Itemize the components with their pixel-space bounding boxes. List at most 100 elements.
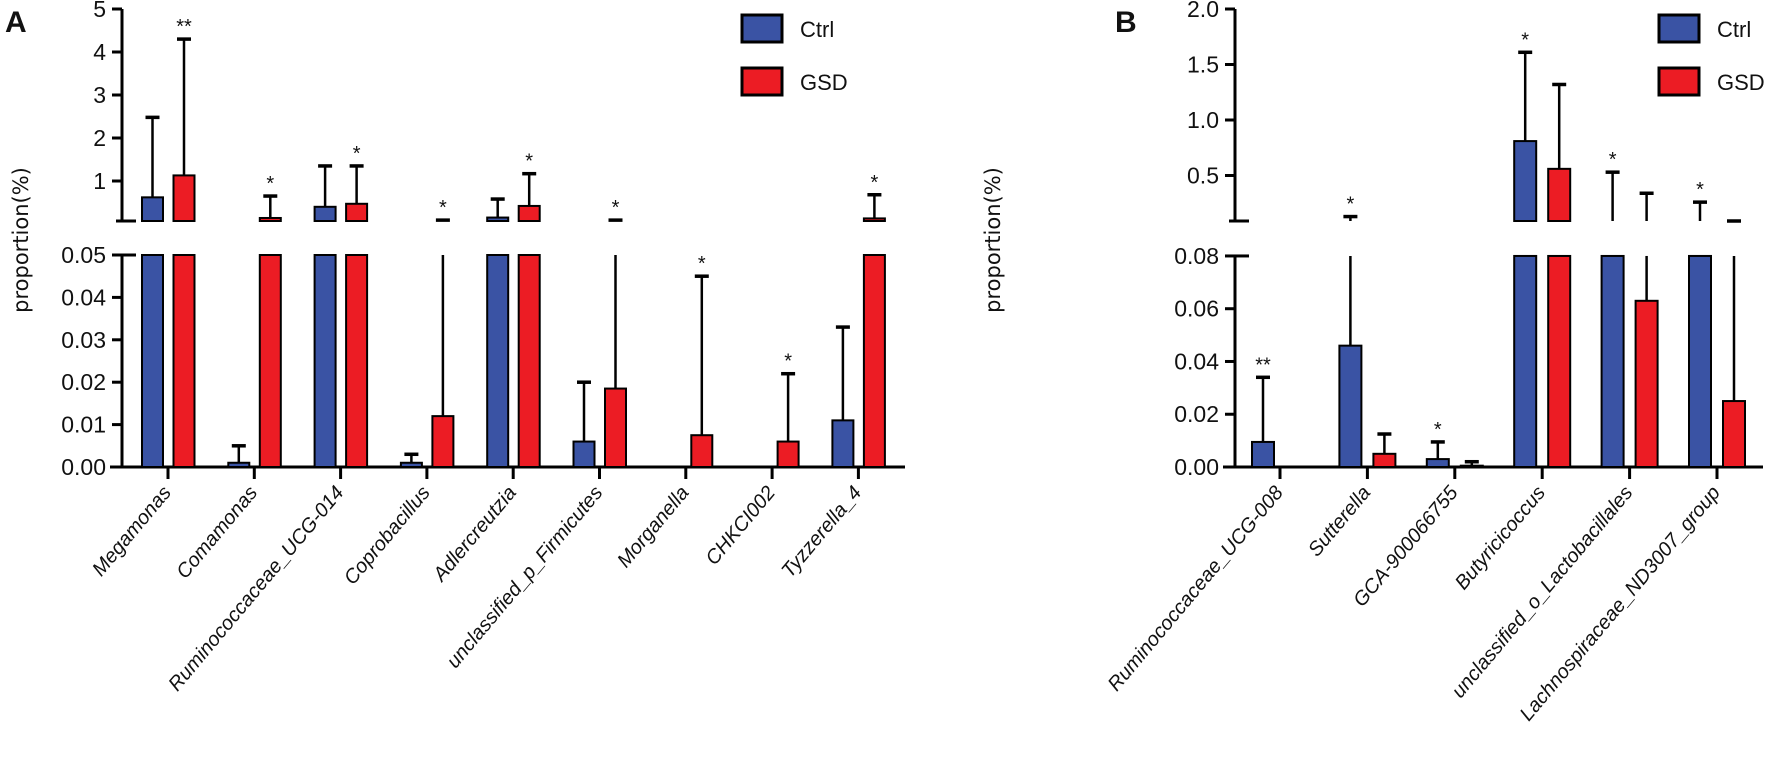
- legend-swatch-gsd: [1657, 66, 1701, 97]
- bar-ctrl-upper: [486, 216, 510, 223]
- bar-ctrl: [141, 254, 164, 468]
- y-tick-label: 0.00: [61, 454, 106, 480]
- significance-marker: *: [612, 197, 620, 219]
- legend-swatch-ctrl: [1657, 13, 1701, 44]
- y-tick-label: 0.01: [61, 412, 106, 438]
- y-tick-label: 1.0: [1187, 107, 1219, 133]
- bar-gsd: [345, 254, 369, 468]
- x-tick-label: Coprobacillus: [340, 482, 435, 589]
- x-tick-label: Ruminococcaceae_UCG-014: [164, 482, 348, 695]
- x-tick-label: Adlercreutzia: [429, 482, 522, 586]
- legend-swatch-ctrl: [740, 13, 784, 44]
- bar-gsd: [431, 415, 455, 468]
- y-tick-label: 2.0: [1187, 0, 1219, 22]
- x-tick-label: Ruminococcaceae_UCG-008: [1104, 482, 1288, 695]
- bar-ctrl: [313, 254, 337, 468]
- significance-marker: *: [871, 172, 879, 194]
- y-tick-label: 0.00: [1174, 454, 1219, 480]
- bar-ctrl: [1425, 458, 1450, 468]
- significance-marker: *: [1696, 179, 1704, 201]
- bar-ctrl: [1338, 344, 1363, 469]
- bar-gsd: [172, 254, 196, 468]
- significance-marker: *: [1434, 419, 1442, 441]
- bar-gsd-upper: [1547, 167, 1572, 222]
- y-tick-label: 2: [93, 125, 106, 151]
- legend-label-ctrl: Ctrl: [1717, 17, 1751, 42]
- bar-gsd: [604, 387, 627, 468]
- y-tick-label: 0.5: [1187, 163, 1219, 189]
- x-tick-label: Sutterella: [1304, 482, 1375, 561]
- bar-ctrl: [1600, 254, 1625, 468]
- x-tick-label: Tyzzerella_4: [777, 482, 866, 582]
- y-tick-label: 1.5: [1187, 52, 1219, 78]
- y-axis-label: proportion(%): [981, 167, 1005, 313]
- significance-marker: *: [698, 253, 706, 275]
- bar-gsd: [1722, 400, 1746, 468]
- significance-marker: *: [353, 143, 361, 165]
- bar-ctrl: [227, 461, 251, 469]
- bar-gsd: [1547, 254, 1572, 468]
- significance-marker: *: [439, 197, 447, 219]
- bar-ctrl: [831, 419, 855, 468]
- y-tick-label: 3: [93, 82, 106, 108]
- legend-label-gsd: GSD: [800, 70, 848, 95]
- bar-gsd: [1372, 452, 1397, 468]
- significance-marker: **: [1255, 354, 1271, 376]
- bar-ctrl: [399, 461, 423, 469]
- bar-gsd: [517, 254, 541, 468]
- bar-gsd-upper: [517, 204, 541, 223]
- panel-label: B: [1115, 6, 1137, 39]
- x-tick-label: unclassified_o_Lactobacillales: [1448, 482, 1638, 702]
- bar-ctrl: [486, 254, 510, 468]
- bar-ctrl: [1688, 254, 1712, 468]
- x-tick-label: Comamonas: [172, 482, 262, 583]
- bar-ctrl-upper: [141, 196, 164, 222]
- significance-marker: *: [1347, 194, 1355, 216]
- bar-gsd-upper: [172, 174, 196, 223]
- bar-gsd-upper: [862, 217, 886, 223]
- y-tick-label: 0.06: [1174, 296, 1219, 322]
- y-tick-label: 0.05: [61, 242, 106, 268]
- bar-ctrl: [572, 440, 596, 468]
- bar-gsd-upper: [258, 216, 282, 222]
- bar-ctrl-upper: [1513, 140, 1538, 222]
- bar-ctrl-upper: [313, 205, 337, 223]
- y-tick-label: 0.04: [1174, 348, 1219, 374]
- bar-gsd: [690, 434, 714, 469]
- panel-label: A: [5, 6, 27, 39]
- significance-marker: *: [266, 173, 274, 195]
- x-tick-label: Butyricicoccus: [1451, 482, 1550, 594]
- y-tick-label: 0.04: [61, 284, 106, 310]
- y-tick-label: 0.02: [61, 369, 106, 395]
- y-tick-label: 0.03: [61, 327, 106, 353]
- y-tick-label: 0.02: [1174, 401, 1219, 427]
- significance-marker: *: [1521, 29, 1529, 51]
- bar-gsd: [1459, 464, 1484, 469]
- bar-ctrl: [1513, 254, 1538, 468]
- x-tick-label: Morganella: [613, 482, 693, 572]
- y-tick-label: 4: [93, 39, 106, 65]
- significance-marker: **: [176, 16, 192, 38]
- y-tick-label: 0.08: [1174, 243, 1219, 269]
- significance-marker: *: [525, 151, 533, 173]
- y-tick-label: 5: [93, 0, 106, 22]
- x-tick-label: unclassified_p_Firmicutes: [443, 482, 608, 672]
- bar-gsd: [776, 440, 800, 468]
- bar-gsd-upper: [345, 202, 369, 222]
- significance-marker: *: [1609, 149, 1617, 171]
- bar-ctrl: [1251, 440, 1275, 468]
- legend-swatch-gsd: [740, 66, 784, 97]
- legend-label-ctrl: Ctrl: [800, 17, 834, 42]
- y-tick-label: 1: [93, 168, 106, 194]
- bar-gsd: [258, 254, 282, 468]
- significance-marker: *: [784, 351, 792, 373]
- bar-gsd: [1634, 299, 1659, 468]
- bar-gsd: [862, 254, 886, 468]
- y-axis-label: proportion(%): [9, 167, 33, 313]
- x-tick-label: CHKCI002: [702, 482, 780, 569]
- x-tick-label: Megamonas: [88, 482, 176, 580]
- legend-label-gsd: GSD: [1717, 70, 1765, 95]
